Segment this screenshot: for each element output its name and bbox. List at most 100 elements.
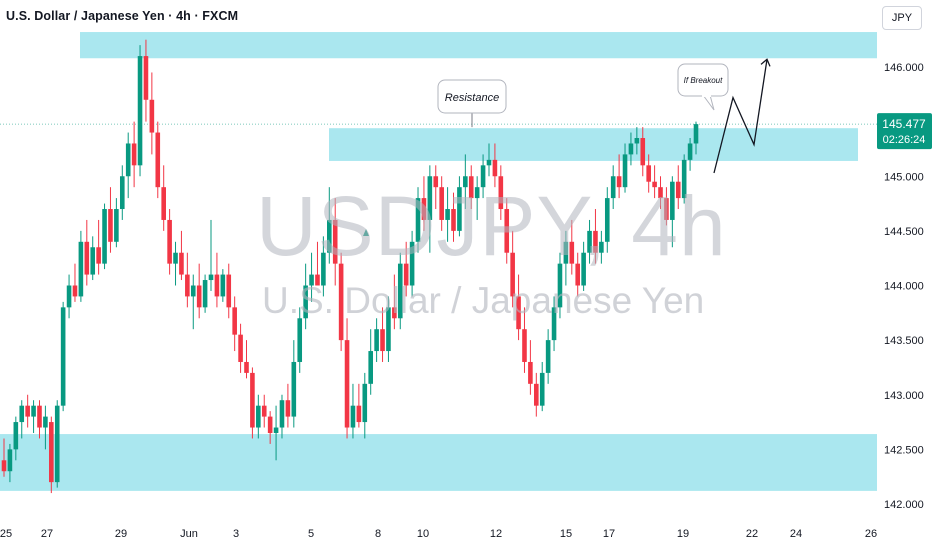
candle-body[interactable] [250, 372, 255, 428]
candle-body[interactable] [167, 219, 172, 264]
candle-body[interactable] [143, 56, 149, 100]
candle-body[interactable] [226, 274, 232, 308]
candle-body[interactable] [309, 274, 314, 286]
candle-body[interactable] [90, 247, 96, 275]
candle-body[interactable] [108, 209, 113, 242]
candle-body[interactable] [149, 99, 155, 133]
candle-body[interactable] [368, 351, 374, 384]
candle-body[interactable] [232, 307, 237, 335]
candle-body[interactable] [628, 143, 634, 155]
candle-body[interactable] [362, 383, 368, 423]
candle-body[interactable] [208, 274, 214, 281]
candle-body[interactable] [427, 176, 433, 220]
candle-body[interactable] [261, 405, 267, 417]
candle-body[interactable] [321, 252, 326, 286]
candle-body[interactable] [480, 165, 486, 188]
candle-body[interactable] [516, 296, 521, 330]
candle-body[interactable] [190, 285, 196, 297]
candle-body[interactable] [528, 361, 533, 384]
candle-body[interactable] [78, 241, 84, 297]
candle-body[interactable] [392, 307, 397, 319]
candle-body[interactable] [196, 285, 202, 308]
candle-body[interactable] [315, 274, 320, 286]
candle-body[interactable] [244, 361, 249, 373]
candle-body[interactable] [202, 280, 208, 308]
candle-body[interactable] [539, 372, 545, 406]
candle-body[interactable] [593, 230, 598, 253]
callout-box[interactable] [437, 79, 507, 114]
candle-body[interactable] [179, 252, 184, 275]
candle-body[interactable] [238, 334, 243, 362]
candle-body[interactable] [498, 176, 504, 210]
candle-body[interactable] [604, 198, 610, 242]
candle-body[interactable] [492, 159, 498, 177]
candle-body[interactable] [380, 329, 385, 352]
candle-body[interactable] [451, 209, 456, 231]
candle-body[interactable] [84, 241, 90, 275]
candle-body[interactable] [610, 176, 616, 199]
symbol-title[interactable]: U.S. Dollar / Japanese Yen · 4h · FXCM [6, 9, 239, 23]
currency-button[interactable]: JPY [882, 6, 922, 30]
candle-body[interactable] [622, 154, 628, 188]
candle-body[interactable] [125, 143, 131, 177]
candle-body[interactable] [25, 405, 30, 417]
candle-body[interactable] [72, 285, 78, 297]
candle-body[interactable] [545, 340, 551, 373]
candle-body[interactable] [350, 405, 356, 428]
candle-body[interactable] [131, 143, 137, 166]
candle-body[interactable] [102, 209, 107, 264]
zone-rect[interactable] [80, 32, 877, 59]
candle-body[interactable] [634, 138, 640, 144]
candle-body[interactable] [581, 252, 586, 286]
candle-body[interactable] [433, 176, 439, 188]
candle-body[interactable] [640, 138, 646, 166]
candle-body[interactable] [468, 176, 474, 199]
candle-body[interactable] [60, 307, 66, 406]
candle-body[interactable] [279, 400, 285, 428]
candle-body[interactable] [96, 247, 101, 264]
candle-body[interactable] [303, 285, 308, 319]
candle-body[interactable] [670, 181, 675, 220]
candle-body[interactable] [291, 361, 297, 417]
candle-body[interactable] [421, 198, 427, 220]
candle-body[interactable] [49, 422, 54, 483]
candle-body[interactable] [575, 263, 581, 286]
candle-body[interactable] [681, 159, 687, 199]
candle-body[interactable] [356, 405, 362, 423]
candle-body[interactable] [551, 307, 557, 341]
candle-body[interactable] [510, 252, 515, 297]
candle-body[interactable] [332, 219, 338, 264]
candle-body[interactable] [19, 405, 25, 423]
candle-body[interactable] [31, 405, 36, 417]
candle-body[interactable] [599, 241, 604, 253]
candle-body[interactable] [267, 416, 273, 433]
candle-body[interactable] [397, 263, 403, 319]
candle-body[interactable] [344, 340, 350, 428]
candle-body[interactable] [439, 187, 444, 220]
candle-body[interactable] [137, 56, 143, 166]
candle-body[interactable] [374, 329, 379, 352]
candle-body[interactable] [474, 187, 480, 199]
candle-body[interactable] [522, 329, 527, 362]
candle-body[interactable] [664, 198, 669, 220]
candle-body[interactable] [504, 209, 510, 253]
candle-body[interactable] [587, 230, 592, 253]
candle-body[interactable] [693, 124, 699, 144]
candle-body[interactable] [114, 209, 119, 242]
candle-body[interactable] [214, 274, 220, 297]
candle-body[interactable] [557, 263, 563, 308]
candle-body[interactable] [1, 460, 7, 472]
candle-body[interactable] [463, 176, 468, 188]
candle-body[interactable] [173, 252, 178, 264]
candle-body[interactable] [457, 187, 462, 231]
candle-body[interactable] [13, 422, 19, 450]
candle-body[interactable] [687, 143, 693, 160]
candle-body[interactable] [7, 449, 13, 472]
candle-body[interactable] [409, 241, 415, 286]
candle-body[interactable] [338, 263, 344, 341]
zone-rect[interactable] [0, 434, 877, 491]
candle-body[interactable] [220, 274, 226, 297]
candle-body[interactable] [66, 285, 72, 308]
candle-body[interactable] [445, 209, 450, 220]
